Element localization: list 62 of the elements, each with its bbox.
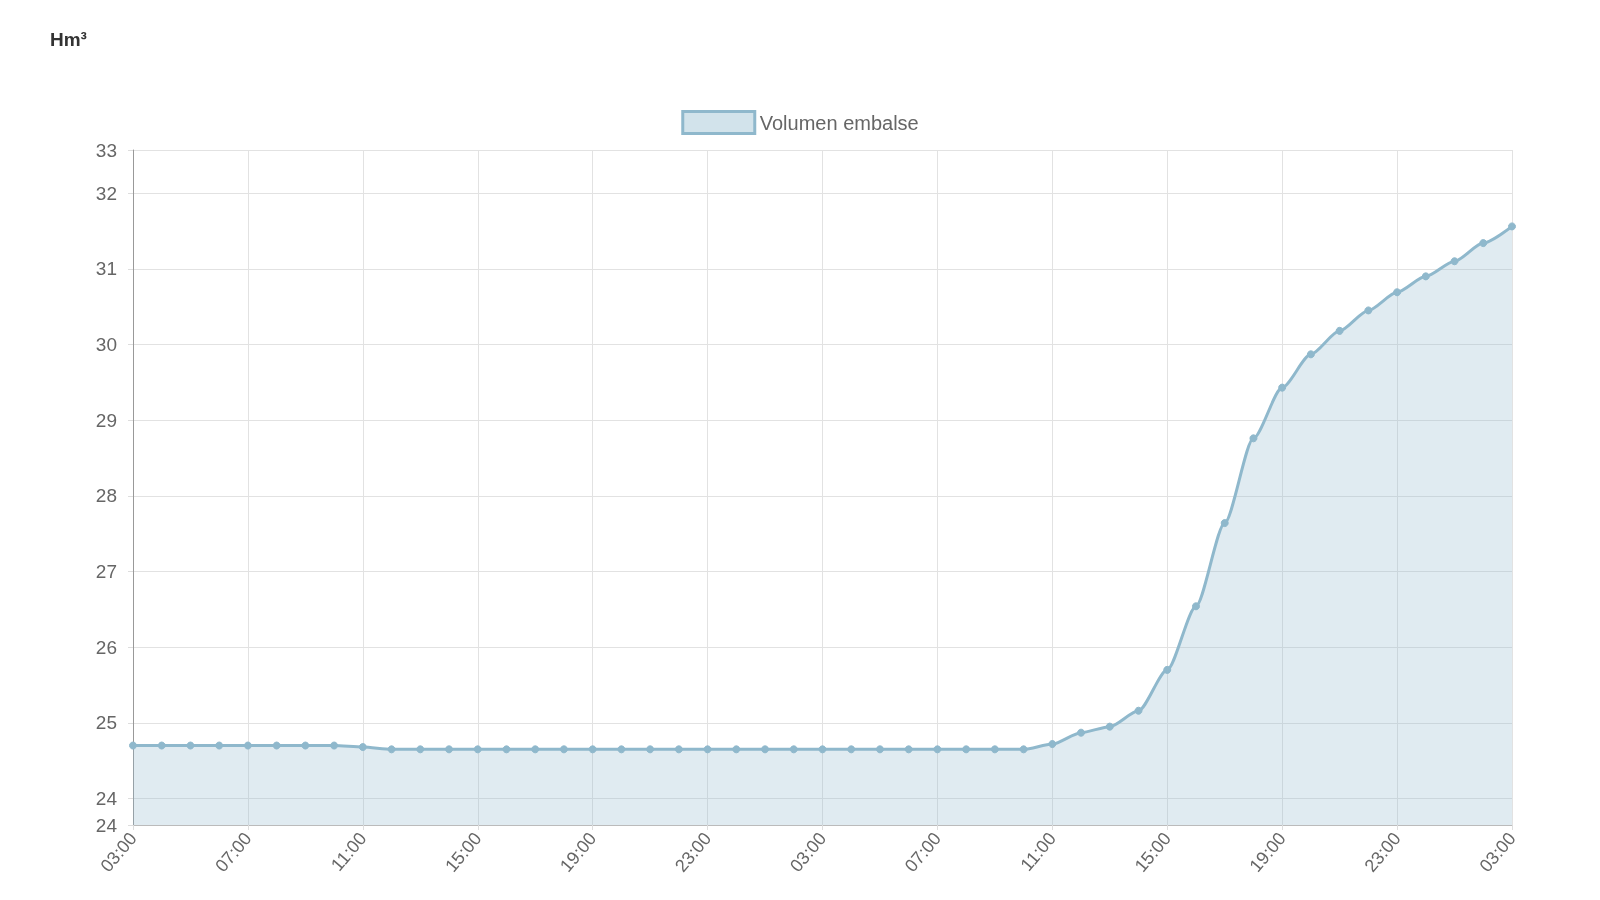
point xyxy=(617,745,626,754)
point xyxy=(1249,434,1258,443)
y-tick-label: 32 xyxy=(95,182,117,204)
y-tick-label: 29 xyxy=(95,409,117,431)
point xyxy=(301,741,310,750)
point xyxy=(1306,350,1315,359)
point xyxy=(358,743,367,752)
point xyxy=(904,745,913,754)
point xyxy=(387,745,396,754)
point xyxy=(129,741,137,750)
point xyxy=(243,741,252,750)
point xyxy=(674,745,683,754)
point xyxy=(1163,665,1172,674)
y-tick-label: 28 xyxy=(95,485,117,507)
point xyxy=(473,745,482,754)
y-tick-label: 33 xyxy=(95,139,117,161)
point xyxy=(272,741,281,750)
y-tick-label: 30 xyxy=(95,333,117,355)
point xyxy=(933,745,942,754)
point xyxy=(1191,602,1200,611)
point xyxy=(1508,222,1516,231)
point xyxy=(1048,740,1057,749)
point xyxy=(1335,326,1344,335)
y-tick-label: 26 xyxy=(95,636,117,658)
point xyxy=(1220,519,1229,528)
point xyxy=(1450,257,1459,266)
y-axis-title: Hm³ xyxy=(50,29,87,50)
point xyxy=(588,745,597,754)
y-tick-label: 31 xyxy=(95,258,117,280)
point xyxy=(186,741,195,750)
point xyxy=(646,745,655,754)
point xyxy=(761,745,770,754)
point xyxy=(330,741,339,750)
point xyxy=(445,745,454,754)
point xyxy=(416,745,425,754)
point xyxy=(1105,722,1114,731)
point xyxy=(732,745,741,754)
point xyxy=(1077,728,1086,737)
point xyxy=(789,745,798,754)
point xyxy=(531,745,540,754)
point xyxy=(847,745,856,754)
point xyxy=(1421,272,1430,281)
point xyxy=(1479,239,1488,248)
legend-label: Volumen embalse xyxy=(759,111,919,134)
point xyxy=(990,745,999,754)
point xyxy=(962,745,971,754)
y-tick-label: 24 xyxy=(95,788,118,810)
y-tick-label: 24 xyxy=(95,814,118,836)
point xyxy=(1364,306,1373,315)
y-tick-label: 27 xyxy=(95,561,117,582)
point xyxy=(1278,383,1287,392)
point xyxy=(1134,706,1143,715)
point xyxy=(1393,288,1402,297)
point xyxy=(875,745,884,754)
y-tick-label: 25 xyxy=(95,712,117,734)
point xyxy=(703,745,712,754)
point xyxy=(1019,745,1028,754)
point xyxy=(559,745,568,754)
point xyxy=(157,741,166,750)
point xyxy=(502,745,511,754)
point xyxy=(818,745,827,754)
point xyxy=(215,741,224,750)
